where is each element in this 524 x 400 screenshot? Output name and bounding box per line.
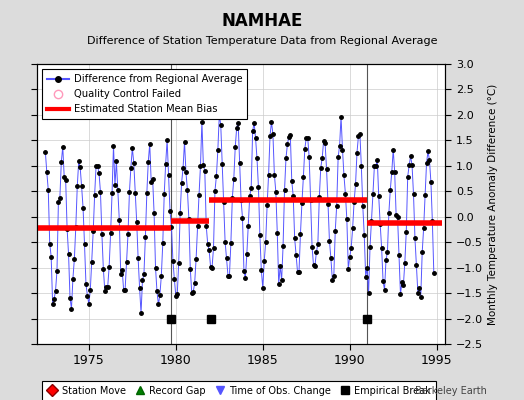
Y-axis label: Monthly Temperature Anomaly Difference (°C): Monthly Temperature Anomaly Difference (… — [488, 83, 498, 325]
Text: NAMHAE: NAMHAE — [221, 12, 303, 30]
Text: Berkeley Earth: Berkeley Earth — [416, 386, 487, 396]
Legend: Station Move, Record Gap, Time of Obs. Change, Empirical Break: Station Move, Record Gap, Time of Obs. C… — [41, 381, 436, 400]
Text: Difference of Station Temperature Data from Regional Average: Difference of Station Temperature Data f… — [87, 36, 437, 46]
